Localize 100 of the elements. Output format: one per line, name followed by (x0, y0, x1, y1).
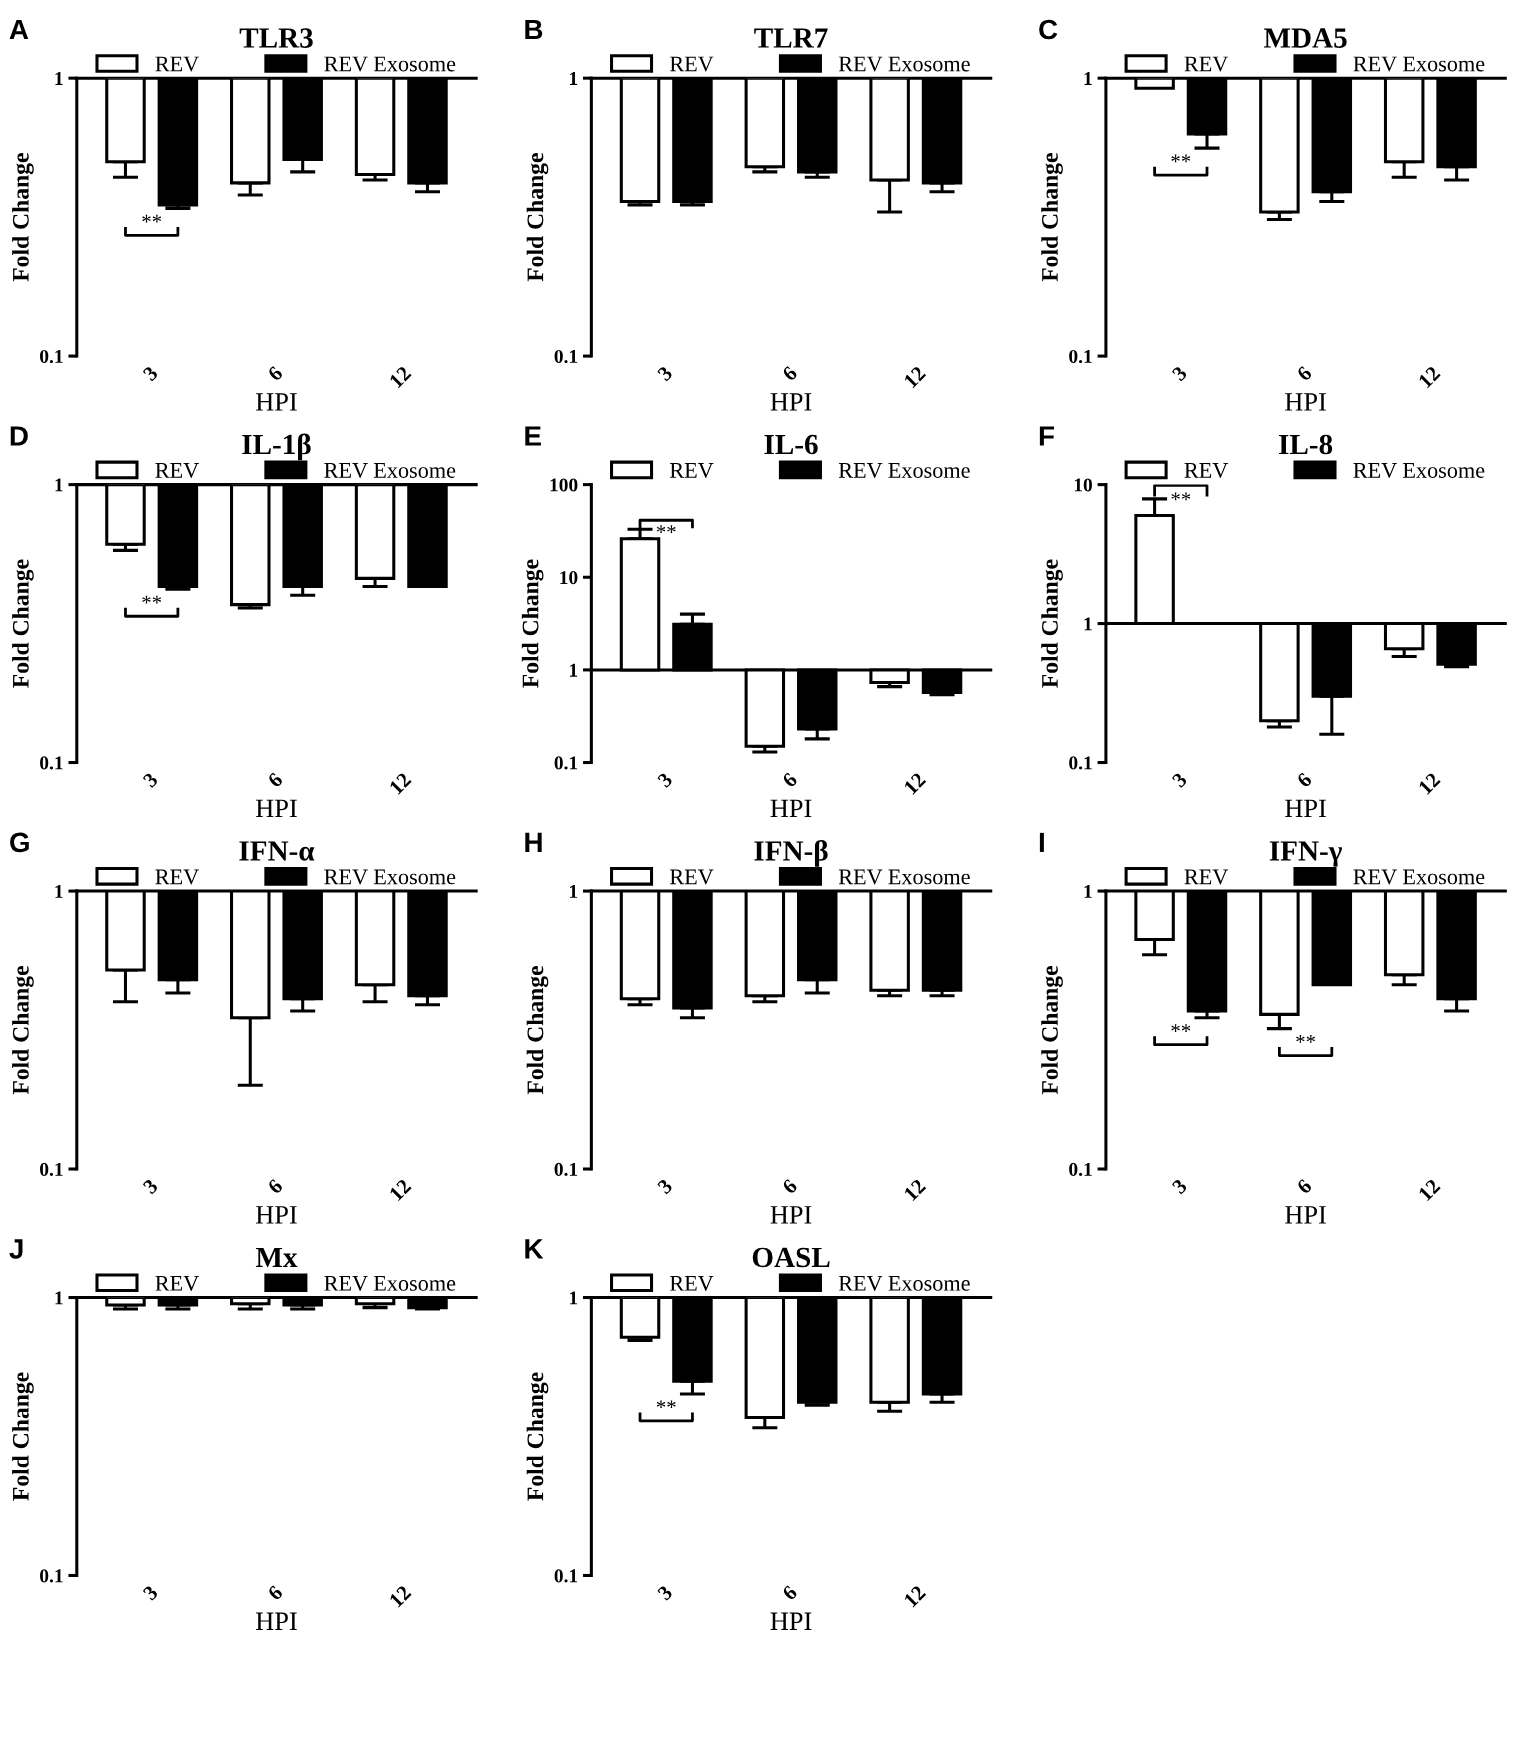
y-axis-title: Fold Change (12, 153, 34, 282)
y-tick-label: 1 (1084, 884, 1092, 898)
legend-label: REV (1184, 869, 1229, 885)
legend-label: REV Exosome (838, 463, 970, 478)
y-axis-title: Fold Change (526, 1372, 549, 1501)
y-tick-label: 1 (570, 663, 578, 677)
x-tick-label: 3 (142, 365, 159, 382)
y-axis-title: Fold Change (12, 559, 34, 688)
x-tick-label: 12 (388, 771, 412, 795)
annotation: ** (1171, 1024, 1191, 1032)
legend-label: REV Exosome (324, 869, 456, 885)
y-axis-title: Fold Change (526, 966, 549, 1095)
text: C (1039, 19, 1058, 40)
text: B (525, 19, 543, 40)
text: H (525, 832, 542, 852)
annotation: ** (656, 525, 676, 533)
y-tick-label: 1 (570, 1291, 578, 1305)
text: K (525, 1239, 544, 1259)
chart-title: MDA5 (1263, 28, 1347, 48)
y-axis-title: Fold Change (1041, 153, 1063, 282)
legend-label: REV Exosome (324, 463, 456, 478)
x-tick-label: 6 (781, 771, 798, 789)
x-tick-label: 3 (1171, 1178, 1188, 1195)
x-tick-label: 12 (1418, 365, 1441, 389)
x-tick-label: 6 (267, 365, 284, 382)
legend-label: REV (1184, 463, 1229, 478)
y-tick-label: 1 (1084, 72, 1092, 85)
y-tick-label: 0.1 (1069, 1162, 1092, 1177)
y-tick-label: 0.1 (554, 756, 578, 770)
text: G (10, 832, 29, 853)
x-tick-label: 6 (781, 365, 798, 382)
y-tick-label: 1 (55, 1291, 63, 1305)
x-axis-title: HPI (1285, 393, 1326, 411)
x-tick-label: 12 (388, 1178, 412, 1202)
x-axis-title: HPI (255, 1206, 297, 1224)
legend-label: REV (155, 463, 199, 478)
y-tick-label: 0.1 (40, 1569, 63, 1583)
x-tick-label: 6 (1296, 771, 1313, 789)
legend-label: REV (1184, 56, 1229, 72)
x-tick-label: 3 (656, 365, 674, 382)
x-tick-label: 6 (781, 1178, 798, 1195)
x-axis-title: HPI (770, 1206, 812, 1224)
x-axis-title: HPI (770, 1612, 812, 1630)
y-tick-label: 0.1 (1069, 756, 1092, 770)
x-tick-label: 6 (267, 771, 284, 789)
annotation: ** (1171, 154, 1191, 163)
x-tick-label: 3 (656, 1584, 674, 1601)
x-axis-title: HPI (255, 799, 297, 817)
legend-label: REV (669, 56, 714, 72)
y-tick-label: 10 (560, 571, 578, 585)
y-tick-label: 1 (570, 884, 578, 898)
legend-label: REV (155, 56, 199, 72)
y-axis-title: Fold Change (1041, 966, 1063, 1095)
y-axis-title: Fold Change (526, 153, 549, 282)
text: A (9, 19, 29, 40)
x-tick-label: 3 (142, 1584, 159, 1601)
legend-label: REV (669, 1276, 714, 1291)
text: E (525, 426, 541, 446)
y-tick-label: 0.1 (40, 756, 63, 770)
annotation: ** (656, 1400, 676, 1409)
chart-title: IL-1β (242, 433, 311, 461)
x-tick-label: 12 (1418, 1178, 1441, 1202)
chart-title: TLR7 (754, 28, 828, 48)
y-tick-label: 1 (1084, 617, 1092, 631)
y-tick-label: 1 (55, 884, 63, 898)
x-tick-label: 6 (1296, 365, 1313, 382)
text: I (1039, 832, 1044, 852)
x-tick-label: 12 (388, 365, 412, 389)
x-tick-label: 3 (1171, 771, 1188, 789)
legend-label: REV Exosome (838, 56, 970, 72)
legend-label: REV (669, 463, 714, 478)
x-axis-title: HPI (255, 1612, 297, 1630)
legend-label: REV Exosome (324, 1276, 456, 1291)
y-tick-label: 100 (550, 478, 578, 492)
x-tick-label: 3 (142, 1178, 159, 1195)
x-tick-label: 6 (267, 1584, 284, 1602)
chart-title: IFN-β (754, 839, 828, 867)
x-tick-label: 12 (388, 1584, 412, 1608)
y-tick-label: 1 (55, 478, 63, 492)
x-axis-title: HPI (255, 393, 297, 411)
y-tick-label: 0.1 (1069, 349, 1092, 364)
y-axis-title: Fold Change (12, 966, 34, 1095)
y-tick-label: 0.1 (554, 1162, 578, 1177)
x-tick-label: 12 (903, 771, 927, 795)
x-tick-label: 12 (903, 365, 927, 389)
legend-label: REV Exosome (1353, 869, 1485, 885)
x-axis-title: HPI (770, 799, 812, 817)
legend-label: REV (155, 1276, 199, 1291)
x-tick-label: 3 (142, 771, 159, 789)
legend-label: REV Exosome (1353, 56, 1485, 72)
y-tick-label: 10 (1074, 478, 1092, 492)
chart-title: Mx (255, 1247, 298, 1267)
chart-title: TLR3 (239, 28, 313, 48)
annotation: ** (142, 595, 162, 604)
x-tick-label: 6 (267, 1178, 284, 1195)
x-tick-label: 6 (1296, 1178, 1313, 1195)
legend-label: REV Exosome (838, 1276, 970, 1291)
legend-label: REV Exosome (324, 56, 456, 72)
legend-label: REV Exosome (1353, 463, 1485, 478)
chart-title: IFN-γ (1269, 841, 1342, 867)
